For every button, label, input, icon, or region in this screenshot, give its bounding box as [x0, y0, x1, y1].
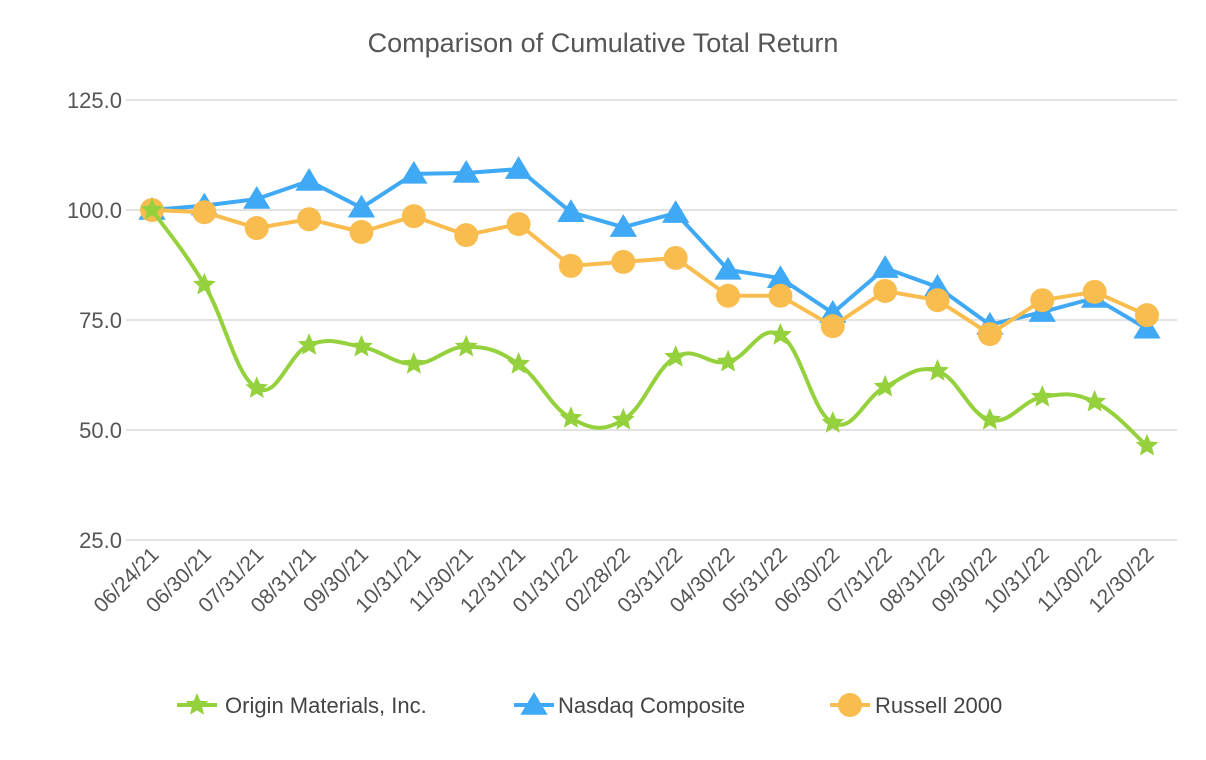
series-line — [150, 208, 1149, 448]
data-point — [349, 220, 374, 244]
legend-item: Origin Materials, Inc. — [177, 693, 427, 718]
data-point — [454, 223, 479, 248]
data-point — [245, 376, 269, 398]
data-point — [347, 194, 376, 218]
series-nasdaq-composite — [138, 156, 1161, 339]
data-point — [714, 256, 742, 280]
legend-triangle-icon — [520, 692, 548, 715]
data-point — [1082, 279, 1107, 304]
data-point — [768, 283, 793, 308]
data-point — [454, 334, 478, 357]
y-tick-label: 25.0 — [79, 528, 122, 553]
data-point — [1083, 389, 1106, 412]
data-point — [926, 359, 949, 381]
data-point — [873, 374, 897, 397]
data-point — [350, 334, 373, 357]
data-point — [402, 352, 426, 374]
data-point — [611, 249, 636, 274]
data-point — [400, 160, 428, 184]
data-point — [401, 204, 426, 229]
data-point — [766, 265, 795, 288]
legend-item: Nasdaq Composite — [514, 692, 745, 718]
data-point — [297, 207, 322, 232]
data-point — [559, 406, 583, 428]
legend-label: Nasdaq Composite — [558, 693, 745, 718]
legend-label: Origin Materials, Inc. — [225, 693, 427, 718]
data-point — [716, 349, 740, 372]
y-tick-label: 50.0 — [79, 418, 122, 443]
y-tick-label: 75.0 — [79, 308, 122, 333]
data-point — [663, 245, 688, 270]
data-point — [664, 345, 688, 367]
chart-title: Comparison of Cumulative Total Return — [368, 28, 839, 58]
data-point — [821, 411, 845, 433]
data-point — [244, 216, 269, 241]
data-point — [1030, 288, 1055, 313]
data-point — [193, 272, 216, 295]
data-point — [925, 288, 950, 313]
data-point — [1133, 315, 1161, 339]
y-tick-label: 100.0 — [67, 198, 122, 223]
legend-circle-icon — [838, 693, 862, 717]
legend-item: Russell 2000 — [830, 693, 1002, 718]
data-point — [1135, 303, 1159, 328]
data-point — [662, 200, 690, 223]
data-point — [716, 283, 741, 308]
series-origin-materials-inc- — [140, 198, 1159, 456]
data-point — [295, 167, 323, 191]
data-point — [140, 198, 164, 220]
data-point — [297, 333, 321, 355]
series-line — [151, 167, 1149, 331]
data-point — [506, 212, 531, 237]
data-point — [504, 156, 533, 179]
data-point — [611, 407, 635, 430]
y-tick-label: 125.0 — [67, 88, 122, 113]
data-point — [1030, 385, 1054, 407]
legend-label: Russell 2000 — [875, 693, 1002, 718]
data-point — [873, 278, 898, 303]
data-point — [1135, 433, 1159, 456]
data-point — [871, 255, 899, 278]
data-point — [243, 186, 271, 209]
data-point — [820, 314, 845, 339]
data-point — [769, 323, 792, 345]
data-point — [978, 407, 1002, 430]
series-russell-2000 — [140, 198, 1159, 347]
data-point — [192, 200, 217, 225]
series-line — [151, 208, 1148, 337]
data-point — [557, 199, 585, 222]
data-point — [609, 214, 637, 237]
data-point — [507, 352, 530, 374]
data-point — [977, 322, 1002, 347]
legend-star-icon — [185, 693, 209, 715]
data-point — [558, 253, 583, 278]
data-point — [452, 160, 480, 183]
